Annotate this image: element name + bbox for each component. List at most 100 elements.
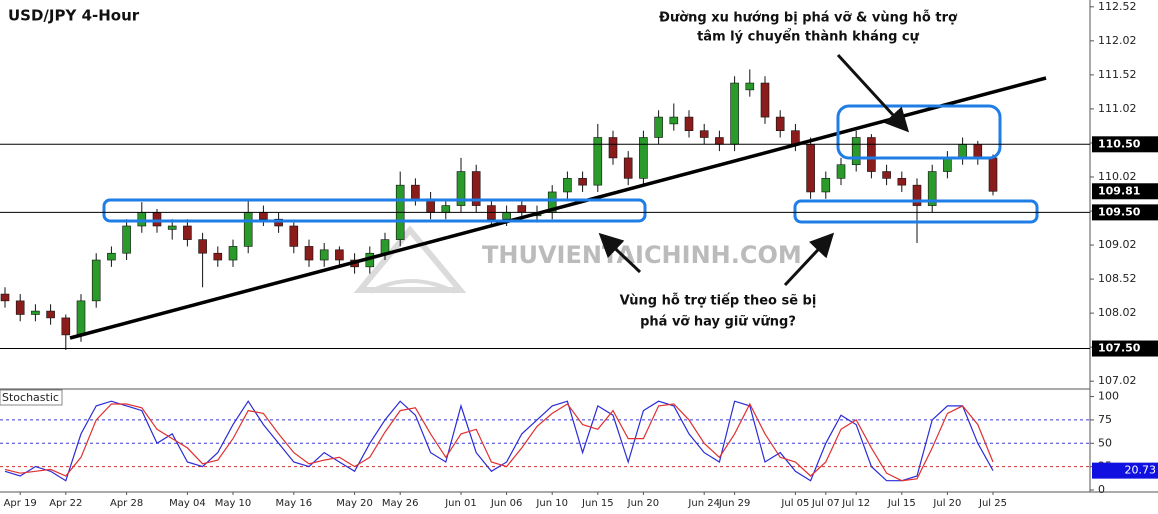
candle-body xyxy=(821,178,831,193)
candle-body xyxy=(243,212,253,247)
watermark: THUVIENTAICHINH.COM xyxy=(482,241,802,269)
price-label-box xyxy=(1092,183,1158,200)
x-tick-label: Jun 10 xyxy=(535,498,568,509)
candle-body xyxy=(213,252,223,261)
x-tick-label: Jun 01 xyxy=(444,498,477,509)
price-label: 109.81 xyxy=(1098,184,1140,197)
candle-body xyxy=(593,137,603,186)
candle-body xyxy=(380,239,390,254)
x-tick-label: Jul 12 xyxy=(841,498,870,509)
candle-body xyxy=(31,310,40,315)
y-tick-label: 108.52 xyxy=(1098,272,1137,285)
y-tick-label: 109.02 xyxy=(1098,238,1137,251)
candle-body xyxy=(669,116,679,125)
level-label: 110.50 xyxy=(1098,137,1141,150)
candle-body xyxy=(76,300,86,336)
candle-body xyxy=(897,178,907,186)
candle-body xyxy=(335,249,344,261)
candle-body xyxy=(167,225,177,230)
arrow xyxy=(783,232,835,287)
arrow xyxy=(836,53,910,133)
annotation: Vùng hỗ trợ tiếp theo sẽ bị xyxy=(620,294,817,309)
candle-body xyxy=(152,212,162,227)
resistance-zone xyxy=(836,104,1002,160)
support-zone xyxy=(102,198,647,223)
annotation: phá vỡ hay giữ vững? xyxy=(640,315,796,330)
candle-body xyxy=(836,164,846,179)
candle-body xyxy=(608,137,618,159)
candle-body xyxy=(198,239,207,254)
y-tick-label: 112.02 xyxy=(1098,34,1137,47)
y-tick-label: 75 xyxy=(1098,413,1112,426)
candle-body xyxy=(289,225,299,247)
candle-body xyxy=(304,246,314,261)
candle-body xyxy=(228,246,238,261)
level-label: 107.50 xyxy=(1098,342,1141,355)
candle-body xyxy=(851,137,861,166)
candle-body xyxy=(319,249,329,261)
x-tick-label: Jun 15 xyxy=(581,498,614,509)
candle-body xyxy=(943,157,952,172)
y-tick-label: 107.02 xyxy=(1098,374,1137,387)
indicator-line xyxy=(4,400,994,482)
x-tick-label: Jul 15 xyxy=(887,498,916,509)
chart-title: USD/JPY 4-Hour xyxy=(8,7,140,25)
candle-body xyxy=(806,144,815,193)
candle-body xyxy=(107,252,116,261)
candle-body xyxy=(61,317,71,336)
x-tick-label: Jul 20 xyxy=(932,498,961,509)
annotation: Đường xu hướng bị phá vỡ & vùng hỗ trợ xyxy=(659,11,958,26)
annotation: tâm lý chuyển thành kháng cự xyxy=(697,29,920,45)
candle-body xyxy=(456,171,466,206)
x-tick-label: Apr 28 xyxy=(110,498,143,509)
x-tick-label: Jul 05 xyxy=(780,498,809,509)
x-tick-label: Jul 07 xyxy=(811,498,840,509)
arrow xyxy=(598,232,642,274)
indicator-value: 20.73 xyxy=(1125,464,1157,477)
candle-body xyxy=(91,259,101,302)
trend-line xyxy=(69,76,1047,340)
candle-body xyxy=(988,157,998,192)
candle-body xyxy=(183,225,192,240)
candle-body xyxy=(684,116,694,131)
y-tick-label: 111.02 xyxy=(1098,102,1137,115)
x-tick-label: May 16 xyxy=(276,498,313,509)
y-tick-label: 112.52 xyxy=(1098,0,1137,13)
x-tick-label: May 26 xyxy=(382,498,419,509)
candle-body xyxy=(745,82,755,91)
candle-body xyxy=(15,300,25,315)
candle-body xyxy=(867,137,876,172)
x-tick-label: Jul 25 xyxy=(978,498,1007,509)
x-tick-label: Apr 19 xyxy=(4,498,37,509)
candle-body xyxy=(137,212,147,227)
y-tick-label: 108.02 xyxy=(1098,306,1137,319)
indicator-value-box xyxy=(1092,462,1158,479)
candle-body xyxy=(274,218,283,227)
candle-body xyxy=(882,171,891,179)
candle-body xyxy=(760,82,770,118)
x-tick-label: May 20 xyxy=(336,498,373,509)
x-tick-label: Apr 22 xyxy=(49,498,82,509)
x-tick-label: May 10 xyxy=(215,498,252,509)
candle-body xyxy=(259,212,268,220)
level-label: 109.50 xyxy=(1098,205,1141,218)
candle-body xyxy=(623,157,633,179)
level-label-box xyxy=(1092,340,1158,357)
candle-body xyxy=(639,137,648,179)
level-label-box xyxy=(1092,204,1158,221)
level-label-box xyxy=(1092,136,1158,153)
candle-body xyxy=(563,178,572,193)
candle-body xyxy=(411,184,420,200)
candle-body xyxy=(699,130,709,138)
x-tick-label: Jun 06 xyxy=(490,498,523,509)
candle-body xyxy=(122,225,131,254)
candle-body xyxy=(517,205,527,213)
indicator-line xyxy=(4,402,994,482)
support-zone xyxy=(793,199,1039,224)
candle-body xyxy=(715,137,724,145)
indicator-label: Stochastic xyxy=(2,391,59,404)
candle-body xyxy=(471,171,481,206)
